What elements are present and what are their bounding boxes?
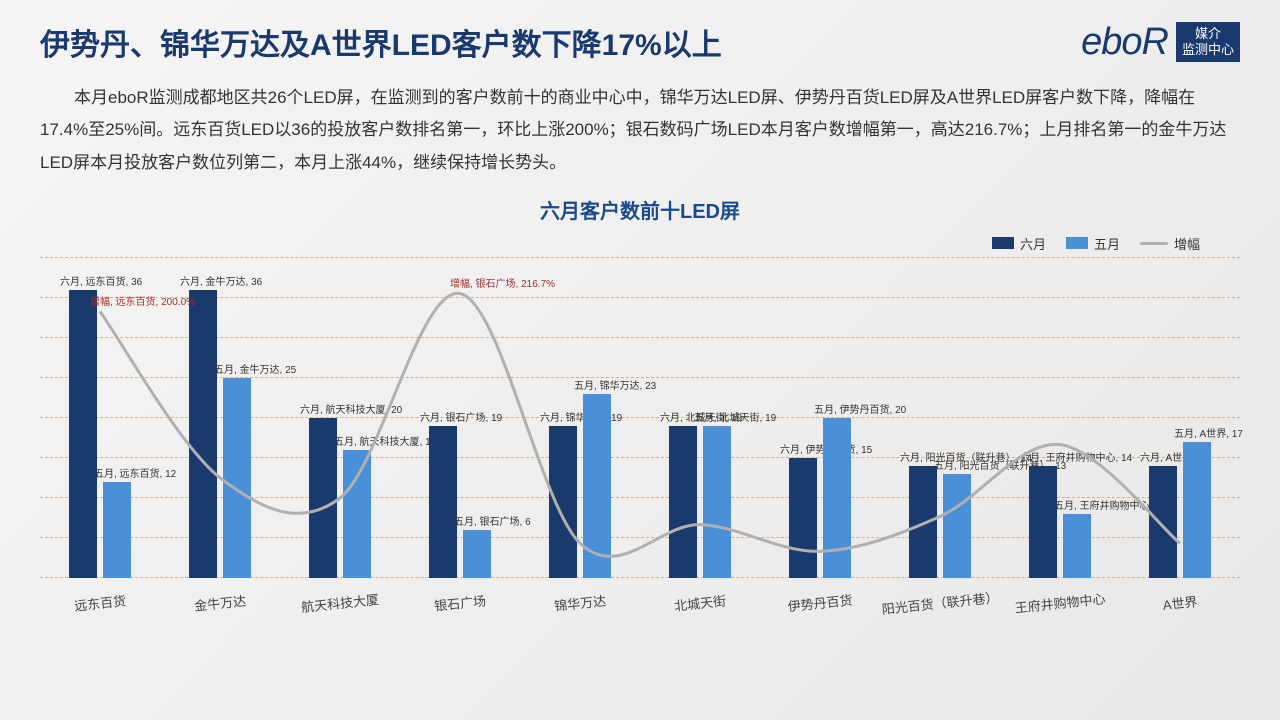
- legend-swatch-line: [1140, 242, 1168, 245]
- legend-label-june: 六月: [1020, 234, 1046, 253]
- category-label: 北城天街: [673, 590, 727, 614]
- chart-container: 六月 五月 增幅 六月, 远东百货, 36五月, 远东百货, 12远东百货六月,…: [20, 228, 1260, 618]
- logo-badge-l2: 监测中心: [1182, 42, 1234, 58]
- legend-growth: 增幅: [1140, 234, 1200, 253]
- logo-text: eboR: [1081, 21, 1168, 64]
- chart-plot-area: 六月, 远东百货, 36五月, 远东百货, 12远东百货六月, 金牛万达, 36…: [40, 258, 1240, 578]
- body-paragraph: 本月eboR监测成都地区共26个LED屏，在监测到的客户数前十的商业中心中，锦华…: [0, 74, 1280, 189]
- category-label: 航天科技大厦: [300, 589, 380, 616]
- legend-swatch-june: [992, 237, 1014, 249]
- category-label: 锦华万达: [553, 590, 607, 614]
- page-title: 伊势丹、锦华万达及A世界LED客户数下降17%以上: [40, 20, 1081, 64]
- category-label: 金牛万达: [193, 590, 247, 614]
- category-label: 伊势丹百货: [787, 590, 854, 616]
- legend-may: 五月: [1066, 234, 1120, 253]
- category-label: 银石广场: [433, 590, 487, 614]
- category-label: 王府井购物中心: [1014, 588, 1107, 616]
- legend-june: 六月: [992, 234, 1046, 253]
- category-label: A世界: [1162, 591, 1198, 614]
- growth-line: [40, 258, 1240, 578]
- legend-label-may: 五月: [1094, 234, 1120, 253]
- logo-badge-l1: 媒介: [1182, 26, 1234, 42]
- legend-swatch-may: [1066, 237, 1088, 249]
- category-label: 远东百货: [73, 590, 127, 614]
- logo-badge: 媒介 监测中心: [1176, 22, 1240, 61]
- chart-title: 六月客户数前十LED屏: [0, 195, 1280, 224]
- category-label: 阳光百货（联升巷）: [881, 587, 999, 618]
- legend-label-growth: 增幅: [1174, 234, 1200, 253]
- growth-label: 增幅, 远东百货, 200.0%: [90, 293, 195, 308]
- growth-label: 增幅, 银石广场, 216.7%: [450, 275, 555, 290]
- chart-legend: 六月 五月 增幅: [992, 234, 1200, 253]
